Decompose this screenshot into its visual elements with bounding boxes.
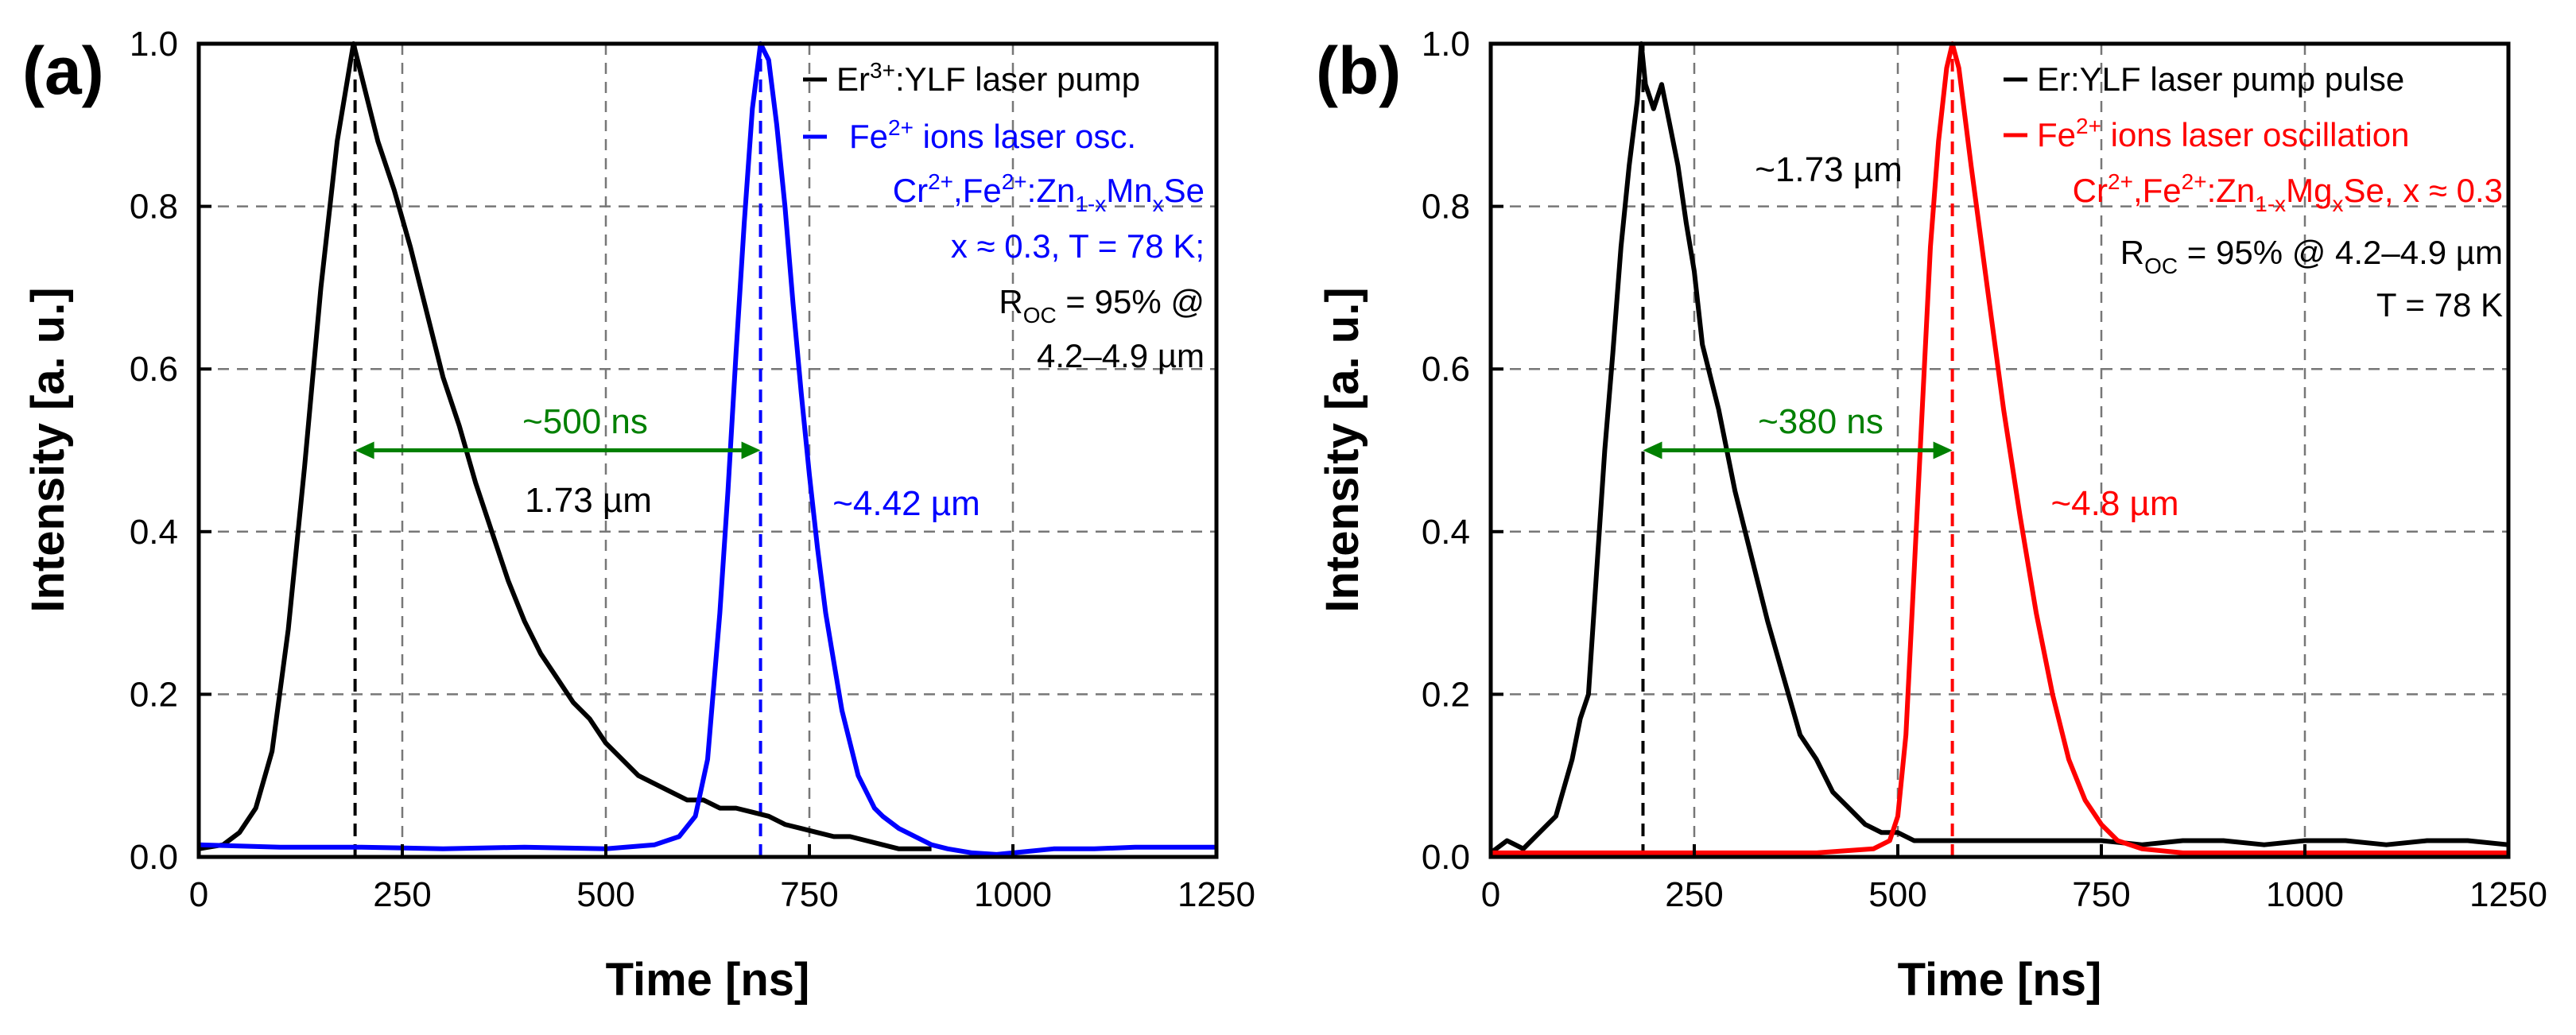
panel-a: (a) 0 250 500 750 1000 1250 0.0 0.2 0.4 0.6 0.8 1.0…: [22, 25, 1255, 1006]
panel-b-info: Cr2+,Fe2+:Zn1-xMgxSe, x ≈ 0.3 ROC = 95% …: [2073, 169, 2503, 324]
legend-b-pump-label: Er:YLF laser pump pulse: [2037, 60, 2404, 98]
panel-b-delay-arrow-head-left: [1643, 441, 1662, 459]
panel-a-info: Cr2+,Fe2+:Zn1-xMnxSe x ≈ 0.3, T = 78 K; …: [893, 169, 1205, 374]
legend-a-pump-label: Er3+:YLF laser pump: [836, 58, 1140, 98]
panel-a-series-laser-line: [198, 41, 1216, 857]
panel-a-ticks: 0 250 500 750 1000 1250 0.0 0.2 0.4 0.6 0.8 1.0: [130, 25, 1255, 914]
info-a-range: 4.2–4.9 µm: [1037, 337, 1205, 374]
panel-b-delay-label: ~380 ns: [1758, 402, 1884, 441]
panel-a-ytick-label-0.4: 0.4: [130, 513, 178, 552]
panel-b-xtick-label-750: 750: [2072, 875, 2130, 914]
panel-b-ytick-label-0: 0.0: [1422, 838, 1470, 877]
info-a-material: Cr2+,Fe2+:Zn1-xMnxSe: [893, 169, 1205, 216]
panel-b-grid: [1491, 44, 2508, 857]
panel-a-ytick-label-0.6: 0.6: [130, 350, 178, 389]
panel-a-pump-wavelength: 1.73 µm: [525, 481, 652, 520]
panel-a-xtick-label-250: 250: [373, 875, 431, 914]
panel-a-ytick-label-0.8: 0.8: [130, 188, 178, 227]
panel-b-series: [1489, 41, 2509, 855]
panel-a-peak-markers: [353, 44, 762, 857]
panel-a-xlabel: Time [ns]: [606, 954, 810, 1006]
legend-b-laser-label: Fe2+ ions laser oscillation: [2037, 114, 2409, 153]
panel-a-frame: [196, 41, 1219, 859]
panel-b-pump-wavelength: ~1.73 µm: [1755, 150, 1903, 189]
panel-a-ylabel: Intensity [a. u.]: [22, 287, 74, 612]
info-b-temperature: T = 78 K: [2376, 286, 2503, 324]
panel-b-xtick-label-1000: 1000: [2266, 875, 2344, 914]
panel-a-ytick-label-1: 1.0: [130, 25, 178, 64]
panel-a-delay-arrow-head-right: [741, 441, 761, 459]
panel-b: (b) 0 250 500 750 1000 1250 0.0 0.2 0.4 0.6 0.8 1.0…: [1316, 25, 2547, 1006]
info-b-roc: ROC = 95% @ 4.2–4.9 µm: [2120, 234, 2503, 278]
panel-a-xtick-label-1000: 1000: [974, 875, 1052, 914]
panel-b-xtick-label-0: 0: [1481, 875, 1500, 914]
panel-a-xtick-label-750: 750: [780, 875, 838, 914]
info-a-roc: ROC = 95% @: [999, 283, 1205, 328]
panel-b-xtick-label-1250: 1250: [2469, 875, 2547, 914]
panel-a-series: [198, 41, 1216, 857]
panel-b-ytick-label-0.8: 0.8: [1422, 188, 1470, 227]
panel-a-ytick-label-0: 0.0: [130, 838, 178, 877]
panel-a-laser-wavelength: ~4.42 µm: [832, 484, 980, 523]
legend-a-laser-label: Fe2+ ions laser osc.: [849, 115, 1136, 155]
panel-b-series-laser-line: [1491, 41, 2508, 855]
panel-b-peak-markers: [1641, 44, 1954, 857]
panel-b-ytick-label-0.6: 0.6: [1422, 350, 1470, 389]
panel-b-frame: [1488, 41, 2511, 859]
panel-a-letter: (a): [22, 33, 104, 108]
panel-a-delay-label: ~500 ns: [522, 402, 648, 441]
panel-b-ticks: 0 250 500 750 1000 1250 0.0 0.2 0.4 0.6 0.8 1.0: [1422, 25, 2547, 914]
panel-b-legend: Er:YLF laser pump pulse Fe2+ ions laser …: [2004, 60, 2409, 153]
panel-a-xtick-label-1250: 1250: [1177, 875, 1255, 914]
info-b-material: Cr2+,Fe2+:Zn1-xMgxSe, x ≈ 0.3: [2073, 169, 2503, 216]
panel-b-xtick-label-500: 500: [1868, 875, 1926, 914]
panel-b-delay-arrow: [1643, 441, 1953, 459]
panel-a-ytick-label-0.2: 0.2: [130, 675, 178, 714]
panel-b-xtick-label-250: 250: [1665, 875, 1723, 914]
panel-a-series-pump-line: [198, 41, 932, 851]
panel-b-ylabel: Intensity [a. u.]: [1317, 287, 1368, 612]
panel-a-xtick-label-500: 500: [576, 875, 634, 914]
panel-b-delay-arrow-head-right: [1933, 441, 1953, 459]
panel-a-xtick-label-0: 0: [189, 875, 208, 914]
panel-a-delay-arrow: [355, 441, 761, 459]
panel-b-series-pump-line: [1489, 41, 2509, 855]
panel-b-ytick-label-1: 1.0: [1422, 25, 1470, 64]
panel-b-ytick-label-0.2: 0.2: [1422, 675, 1470, 714]
info-a-conditions: x ≈ 0.3, T = 78 K;: [951, 227, 1205, 265]
panel-b-letter: (b): [1316, 33, 1401, 108]
panel-b-laser-wavelength: ~4.8 µm: [2050, 484, 2178, 523]
panel-a-delay-arrow-head-left: [355, 441, 374, 459]
panel-a-legend: Er3+:YLF laser pump Fe2+ ions laser osc.: [803, 58, 1140, 155]
panel-b-ytick-label-0.4: 0.4: [1422, 513, 1470, 552]
panel-b-xlabel: Time [ns]: [1898, 954, 2102, 1006]
